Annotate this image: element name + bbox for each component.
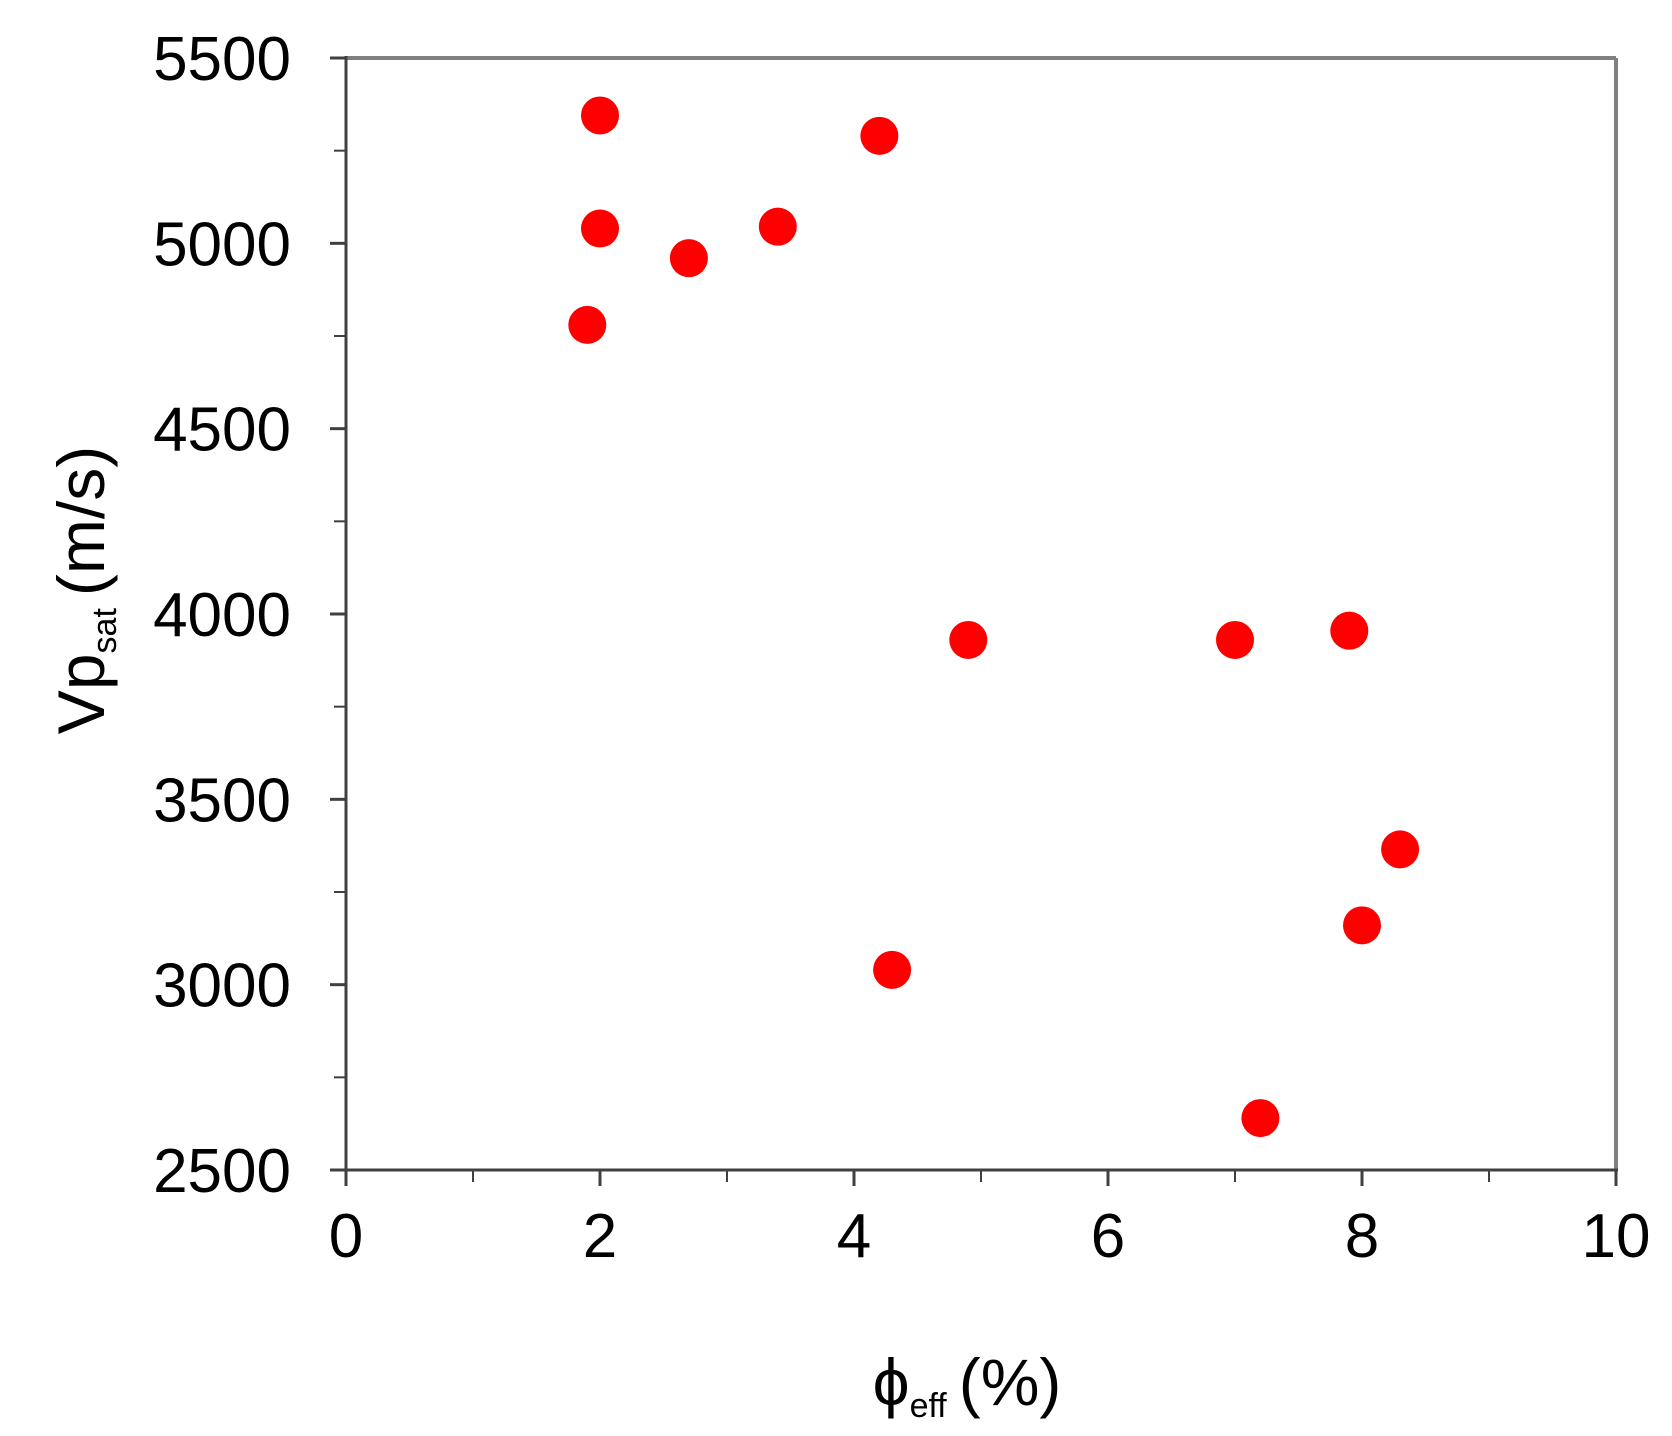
- y-tick-label: 2500: [153, 1137, 291, 1206]
- y-tick-label: 4500: [153, 396, 291, 465]
- x-tick-label: 8: [1345, 1202, 1379, 1271]
- data-point: [1343, 906, 1381, 945]
- y-axis-title-main: Vp: [44, 653, 118, 734]
- data-point: [758, 207, 797, 246]
- x-axis-title-subscript: eff: [910, 1387, 948, 1425]
- data-point: [568, 305, 607, 344]
- x-tick-label: 6: [1091, 1202, 1125, 1271]
- plot-frame: [344, 56, 1618, 1172]
- x-tick-label: 4: [837, 1202, 871, 1271]
- y-axis-title: Vpsat (m/s): [44, 446, 124, 734]
- data-point: [1381, 830, 1420, 869]
- data-point: [860, 116, 899, 155]
- x-axis-title-unit: (%): [959, 1345, 1062, 1419]
- data-points: [568, 96, 1420, 1138]
- y-axis-title-subscript: sat: [86, 608, 124, 654]
- data-point: [669, 239, 708, 278]
- y-tick-label: 5500: [153, 25, 291, 94]
- data-point: [1241, 1099, 1280, 1138]
- x-axis-title: ϕeff (%): [873, 1345, 1062, 1425]
- data-point: [581, 96, 619, 135]
- data-point: [1216, 620, 1254, 659]
- data-point: [949, 620, 988, 659]
- data-point: [1330, 611, 1369, 650]
- axis-ticks: [330, 56, 1618, 1186]
- x-tick-label: 0: [329, 1202, 363, 1271]
- x-tick-label: 10: [1582, 1202, 1651, 1271]
- x-axis-title-main: ϕ: [873, 1345, 910, 1419]
- y-tick-label: 5000: [153, 210, 291, 279]
- y-tick-label: 3000: [153, 952, 291, 1021]
- data-point: [873, 950, 912, 989]
- y-tick-label: 4000: [153, 581, 291, 650]
- data-point: [581, 209, 619, 248]
- y-tick-label: 3500: [153, 766, 291, 835]
- y-axis-title-unit: (m/s): [44, 446, 118, 596]
- x-tick-labels: 0 2 4 6 8 10: [329, 1202, 1651, 1271]
- y-tick-labels: 2500 3000 3500 4000 4500 5000 5500: [153, 25, 291, 1206]
- x-tick-label: 2: [583, 1202, 617, 1271]
